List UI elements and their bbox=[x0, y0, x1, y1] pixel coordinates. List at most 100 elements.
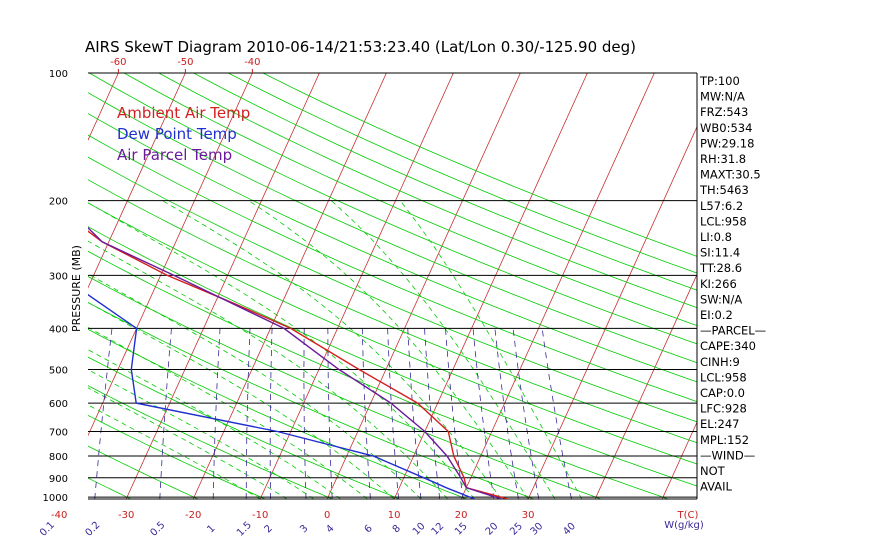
dry-adiabat-line bbox=[88, 92, 697, 364]
mixing-ratio-label: 15 bbox=[453, 521, 470, 538]
dry-adiabat-line bbox=[88, 445, 199, 499]
index-entry: MW:N/A bbox=[700, 90, 745, 104]
series-line bbox=[88, 230, 509, 499]
dry-adiabat-line bbox=[88, 328, 467, 499]
index-entry: WB0:534 bbox=[700, 121, 752, 135]
top-temperature-tick: -50 bbox=[177, 57, 193, 68]
mixing-ratio-unit-label: W(g/kg) bbox=[664, 520, 704, 531]
y-tick-label: 700 bbox=[49, 427, 68, 438]
moist-adiabat-line bbox=[331, 200, 556, 499]
index-entry: NOT bbox=[700, 464, 726, 478]
mixing-ratio-line bbox=[387, 328, 399, 499]
moist-adiabat-line bbox=[88, 202, 475, 499]
moist-adiabat-line bbox=[399, 200, 583, 499]
isotherm-line bbox=[125, 73, 320, 499]
mixing-ratio-label: 1 bbox=[205, 523, 217, 535]
moist-adiabat-line bbox=[88, 273, 422, 499]
dry-adiabat-line bbox=[262, 73, 697, 257]
index-entry: EI:0.2 bbox=[700, 308, 733, 322]
dry-adiabat-line bbox=[88, 250, 669, 499]
isotherm-line bbox=[661, 421, 697, 499]
y-tick-label: 300 bbox=[49, 271, 68, 282]
bottom-temperature-tick: -20 bbox=[185, 510, 201, 521]
mixing-ratio-label: 1.5 bbox=[235, 520, 254, 539]
bottom-temperature-tick: 0 bbox=[324, 510, 330, 521]
index-entry: TH:5463 bbox=[699, 183, 749, 197]
mixing-ratio-line bbox=[445, 328, 464, 499]
mixing-ratio-label: 4 bbox=[324, 523, 336, 535]
index-entry: PW:29.18 bbox=[700, 136, 754, 150]
top-temperature-tick: -60 bbox=[110, 57, 126, 68]
moist-adiabat-line bbox=[88, 240, 449, 499]
dry-adiabat-line bbox=[88, 414, 266, 499]
legend-entry: Dew Point Temp bbox=[117, 125, 237, 143]
y-tick-label: 600 bbox=[49, 399, 68, 410]
mixing-ratio-line bbox=[159, 328, 172, 499]
mixing-ratio-line bbox=[472, 328, 495, 499]
index-entry: —WIND— bbox=[700, 448, 755, 462]
dry-adiabat-line bbox=[88, 179, 697, 444]
isotherm-line bbox=[259, 73, 454, 499]
y-tick-label: 200 bbox=[49, 197, 68, 208]
mixing-ratio-line bbox=[541, 328, 572, 499]
mixing-ratio-line bbox=[424, 328, 441, 499]
index-entry: MPL:152 bbox=[700, 433, 749, 447]
index-entry: EL:247 bbox=[700, 417, 740, 431]
mixing-ratio-label: 0.2 bbox=[84, 520, 103, 539]
bottom-temperature-tick: 30 bbox=[522, 510, 535, 521]
moist-adiabat-line bbox=[162, 200, 502, 499]
dry-adiabat-line bbox=[88, 385, 333, 499]
moist-adiabat-line bbox=[88, 349, 341, 499]
dry-adiabat-line bbox=[88, 226, 697, 487]
mixing-ratio-label: 2 bbox=[263, 523, 275, 535]
dry-adiabat-line bbox=[228, 73, 697, 274]
bottom-temperature-tick: -40 bbox=[51, 510, 67, 521]
mixing-ratio-label: 30 bbox=[529, 521, 546, 538]
dry-adiabat-line bbox=[88, 113, 697, 383]
mixing-ratio-line bbox=[512, 328, 540, 499]
moist-adiabat-line bbox=[248, 200, 529, 499]
bottom-temperature-tick: 20 bbox=[455, 510, 468, 521]
mixing-ratio-label: 20 bbox=[484, 521, 501, 538]
isobar-grid bbox=[88, 72, 698, 500]
y-tick-label: 900 bbox=[49, 474, 68, 485]
index-entry: AVAIL bbox=[700, 480, 733, 494]
legend-entry: Ambient Air Temp bbox=[117, 104, 250, 122]
mixing-ratio-line bbox=[327, 328, 333, 499]
mixing-ratio-line bbox=[94, 328, 113, 499]
y-tick-label: 500 bbox=[49, 365, 68, 376]
moist-adiabat-line bbox=[88, 387, 288, 499]
dry-adiabat-line bbox=[88, 202, 697, 465]
mixing-ratio-label: 10 bbox=[411, 521, 428, 538]
mixing-ratio-label: 25 bbox=[508, 521, 525, 538]
mixing-ratio-label: 12 bbox=[430, 521, 447, 538]
isotherm-line bbox=[460, 73, 655, 499]
mixing-ratio-line bbox=[269, 328, 273, 499]
index-entry: LI:0.8 bbox=[700, 230, 732, 244]
index-entry: LCL:958 bbox=[700, 370, 747, 384]
index-entry: —PARCEL— bbox=[700, 324, 766, 338]
mixing-ratio-label: 0.1 bbox=[38, 520, 57, 539]
isotherm-line bbox=[527, 125, 697, 499]
mixing-ratio-line bbox=[494, 328, 519, 499]
isotherm-line bbox=[326, 73, 521, 499]
index-entry: FRZ:543 bbox=[700, 105, 748, 119]
index-entry: SI:11.4 bbox=[700, 246, 740, 260]
isotherm-line bbox=[192, 73, 387, 499]
mixing-ratio-label: 40 bbox=[561, 521, 578, 538]
index-entry: CAPE:340 bbox=[700, 339, 756, 353]
isotherm-line bbox=[594, 273, 697, 499]
series-line bbox=[88, 226, 502, 499]
moist-adiabat-line bbox=[88, 369, 315, 499]
dry-adiabat-line bbox=[88, 134, 697, 403]
temperature-unit-label: T(C) bbox=[677, 510, 699, 521]
mixing-ratio-line bbox=[303, 328, 307, 499]
index-entry: L57:6.2 bbox=[700, 199, 743, 213]
moist-adiabat-line bbox=[88, 301, 395, 499]
index-entry: LFC:928 bbox=[700, 402, 747, 416]
dry-adiabat-line bbox=[158, 73, 697, 309]
dry-adiabat-line bbox=[123, 73, 697, 326]
index-entry: TT:28.6 bbox=[699, 261, 742, 275]
mixing-ratio-line bbox=[361, 328, 371, 499]
